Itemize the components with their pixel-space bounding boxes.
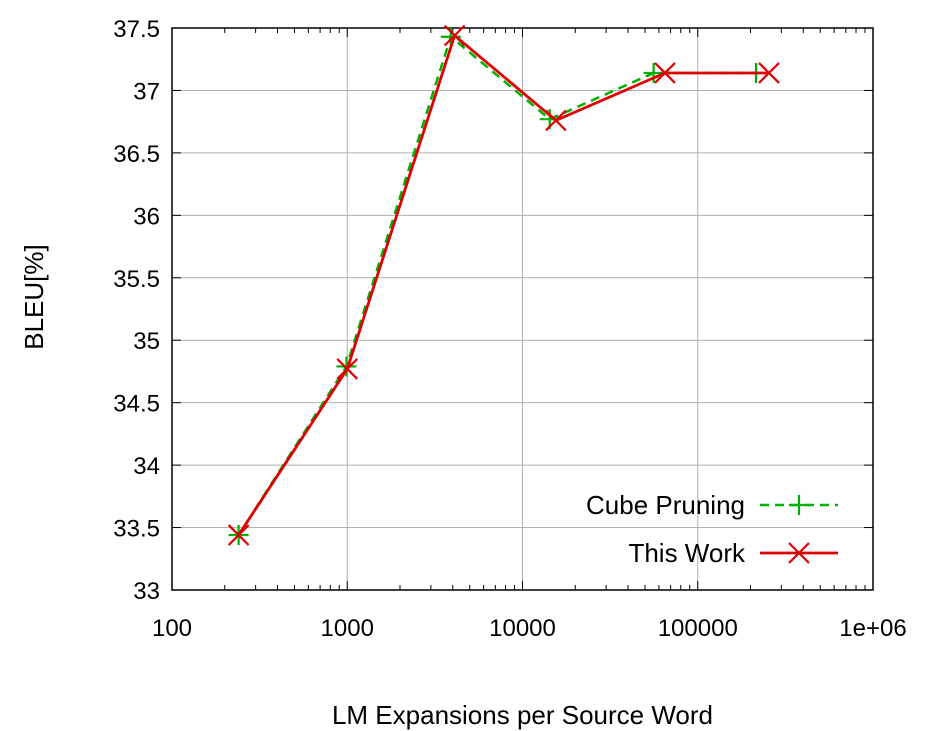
data-point-cube-pruning <box>336 356 357 377</box>
legend-marker-cube-pruning <box>789 495 809 515</box>
y-tick-label: 36.5 <box>113 141 160 168</box>
y-axis-label: BLEU[%] <box>19 244 49 350</box>
x-tick-label: 10000 <box>489 615 556 642</box>
x-tick-label: 100000 <box>658 615 738 642</box>
y-tick-label: 35.5 <box>113 266 160 293</box>
x-axis-label: LM Expansions per Source Word <box>332 700 713 730</box>
series-line-this-work <box>237 33 769 536</box>
data-point-this-work <box>227 524 250 546</box>
series-line-cube-pruning <box>237 34 756 536</box>
legend-marker-this-work <box>788 542 810 564</box>
y-tick-label: 33 <box>133 578 160 605</box>
data-point-this-work <box>654 62 676 84</box>
data-point-this-work <box>545 109 567 132</box>
x-tick-label: 1e+06 <box>839 615 906 642</box>
y-tick-label: 34 <box>133 453 160 480</box>
x-tick-label: 100 <box>152 615 192 642</box>
tick-labels: 33 33.5 34 34.5 35 35.5 36 36.5 37 37.5 100 1000 100… <box>113 16 906 642</box>
y-tick-label: 34.5 <box>113 391 160 418</box>
y-tick-label: 36 <box>133 203 160 230</box>
data-point-this-work <box>758 62 780 84</box>
y-tick-label: 35 <box>133 328 160 355</box>
series-cube-pruning <box>228 26 767 546</box>
x-tick-label: 1000 <box>321 615 374 642</box>
legend-label-cube-pruning: Cube Pruning <box>586 490 745 520</box>
data-point-this-work <box>443 24 466 47</box>
legend-label-this-work: This Work <box>628 538 746 568</box>
data-point-this-work <box>336 358 359 380</box>
series-this-work <box>227 24 780 546</box>
y-tick-label: 37 <box>133 78 160 105</box>
plot-frame <box>171 27 874 591</box>
series-layer <box>227 24 780 546</box>
legend: Cube Pruning This Work <box>586 490 838 568</box>
data-point-cube-pruning <box>643 62 664 83</box>
y-tick-label: 37.5 <box>113 16 160 43</box>
y-tick-label: 33.5 <box>113 516 160 543</box>
